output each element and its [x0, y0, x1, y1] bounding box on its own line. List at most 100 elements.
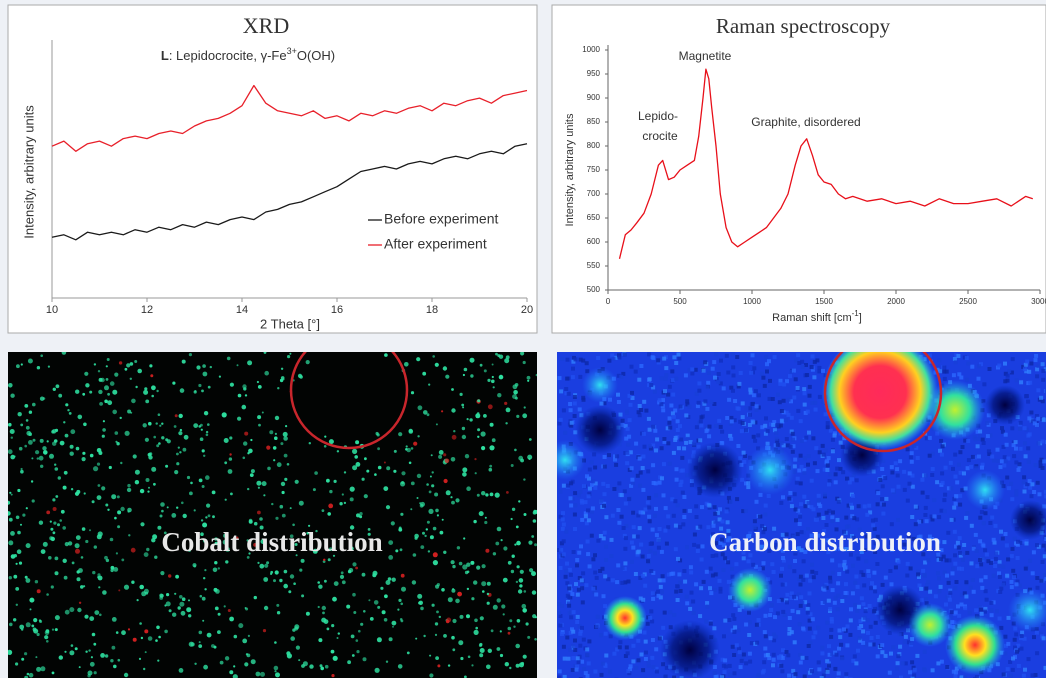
map-dot	[31, 625, 34, 628]
map-pixel	[811, 617, 815, 621]
map-pixel	[814, 408, 818, 412]
map-dot	[158, 636, 161, 639]
map-pixel	[812, 575, 816, 579]
map-dot	[193, 423, 198, 428]
map-dot	[270, 571, 273, 574]
map-pixel	[867, 504, 871, 508]
map-pixel	[562, 645, 566, 649]
map-pixel	[908, 482, 912, 486]
map-dot	[62, 559, 66, 563]
map-pixel	[658, 527, 662, 531]
map-pixel	[928, 590, 932, 594]
map-pixel	[823, 584, 827, 588]
map-dot	[10, 429, 15, 434]
map-dot	[82, 527, 86, 531]
map-pixel	[558, 422, 562, 426]
map-dot	[103, 420, 105, 422]
map-dot	[424, 535, 426, 537]
map-dot	[143, 390, 148, 395]
map-dot	[19, 562, 22, 565]
map-pixel	[728, 673, 732, 677]
map-pixel	[575, 620, 579, 624]
map-dot	[443, 634, 447, 638]
map-pixel	[764, 416, 768, 420]
map-pixel	[802, 387, 806, 391]
map-dot	[504, 402, 507, 405]
map-dot	[64, 576, 68, 580]
map-pixel	[725, 509, 729, 513]
map-dot	[364, 494, 368, 498]
map-dot	[398, 664, 403, 669]
map-pixel	[641, 488, 645, 492]
map-pixel	[646, 501, 650, 505]
map-pixel	[1010, 426, 1014, 430]
map-pixel	[976, 444, 980, 448]
map-dot	[166, 593, 169, 596]
map-pixel	[909, 455, 913, 459]
map-pixel	[1015, 378, 1019, 382]
map-dot	[19, 447, 23, 451]
map-pixel	[620, 515, 624, 519]
map-pixel	[741, 415, 745, 419]
map-pixel	[983, 548, 987, 552]
map-pixel	[821, 369, 825, 373]
map-pixel	[831, 588, 835, 592]
map-dot	[31, 480, 33, 482]
map-pixel	[727, 618, 731, 622]
map-pixel	[748, 388, 752, 392]
map-dot	[491, 629, 494, 632]
map-pixel	[561, 511, 565, 515]
map-dot	[169, 609, 172, 612]
map-pixel	[732, 653, 736, 657]
map-dot	[415, 638, 417, 640]
map-pixel	[1041, 399, 1045, 403]
map-pixel	[586, 540, 590, 544]
map-pixel	[562, 408, 566, 412]
map-dot	[314, 471, 318, 475]
map-pixel	[732, 630, 736, 634]
map-dot	[172, 382, 175, 385]
map-pixel	[695, 515, 699, 519]
map-pixel	[561, 517, 565, 521]
map-pixel	[662, 462, 666, 466]
map-pixel	[638, 404, 642, 408]
map-pixel	[872, 571, 876, 575]
map-pixel	[901, 661, 905, 665]
map-pixel	[575, 668, 579, 672]
annotation-part: 3+	[287, 46, 297, 56]
map-dot	[127, 410, 131, 414]
map-pixel	[1004, 532, 1008, 536]
map-pixel	[768, 613, 772, 617]
map-dot	[274, 436, 278, 440]
map-pixel	[722, 386, 726, 390]
map-pixel	[805, 373, 809, 377]
map-dot	[411, 447, 414, 450]
map-pixel	[727, 398, 731, 402]
map-dot	[417, 435, 419, 437]
map-pixel	[817, 660, 821, 664]
map-dot	[90, 662, 95, 667]
map-pixel	[654, 507, 658, 511]
map-dot	[439, 616, 441, 618]
map-pixel	[578, 407, 582, 411]
map-dot	[322, 606, 326, 610]
map-dot	[79, 666, 81, 668]
map-dot	[258, 424, 261, 427]
map-pixel	[649, 383, 653, 387]
map-pixel	[711, 367, 715, 371]
map-pixel	[897, 560, 901, 564]
map-dot	[531, 535, 534, 538]
map-pixel	[895, 667, 899, 671]
map-pixel	[660, 590, 664, 594]
map-dot	[450, 496, 452, 498]
map-pixel	[653, 551, 657, 555]
map-dot	[386, 661, 388, 663]
map-pixel	[734, 562, 738, 566]
map-pixel	[573, 513, 577, 517]
map-pixel	[758, 515, 762, 519]
map-pixel	[1034, 358, 1038, 362]
map-pixel	[574, 582, 578, 586]
map-dot	[31, 457, 33, 459]
map-pixel	[954, 670, 958, 674]
map-dot	[121, 630, 126, 635]
